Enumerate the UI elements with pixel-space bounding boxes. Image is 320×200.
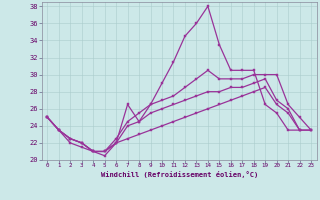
X-axis label: Windchill (Refroidissement éolien,°C): Windchill (Refroidissement éolien,°C) [100, 171, 258, 178]
